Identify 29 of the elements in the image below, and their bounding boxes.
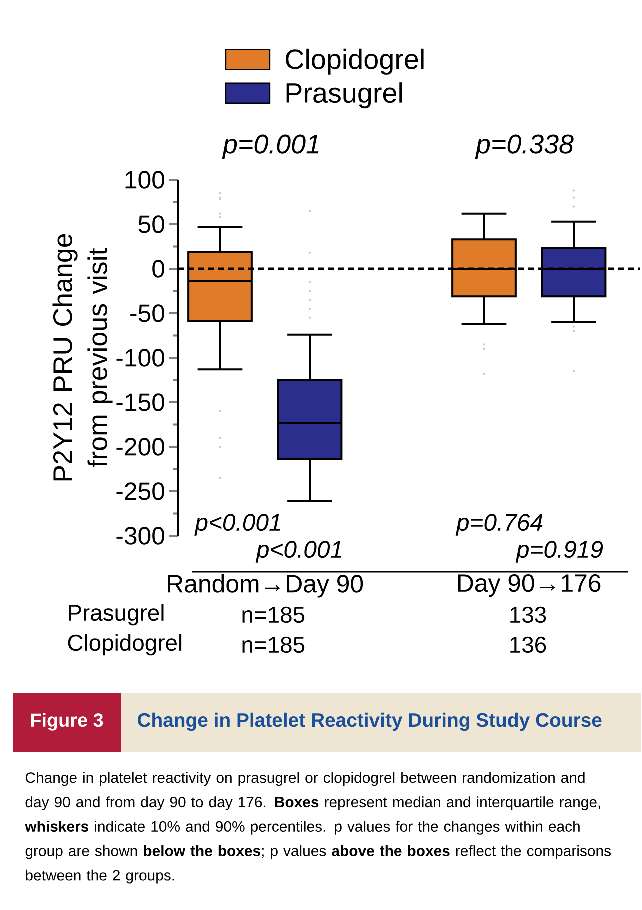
x-tick-label: Random→Day 90 xyxy=(168,574,364,598)
x-tick-label: Day 90→176 xyxy=(458,574,601,598)
text: Change in Platelet Reactivity During Study Course xyxy=(138,712,602,732)
y-tick-label: 0 xyxy=(152,260,165,278)
y-tick-label: -200 xyxy=(116,438,164,456)
y-axis-title: P2Y12 PRU Change from previous visit xyxy=(52,234,113,481)
legend-label: Prasugrel xyxy=(286,82,402,109)
y-tick-label: -100 xyxy=(116,349,164,367)
y-tick-label: 50 xyxy=(138,216,164,234)
text: n=185 xyxy=(242,606,305,624)
text: p=0.338 xyxy=(475,134,574,160)
y-tick-label: -250 xyxy=(116,482,164,500)
annotation: p=0.764 xyxy=(456,514,543,536)
y-tick-label: -50 xyxy=(130,304,164,322)
text: p=0.001 xyxy=(222,134,319,160)
text: Clopidogrel xyxy=(68,634,182,656)
y-tick-label: -300 xyxy=(116,527,164,545)
annotation: p<0.001 xyxy=(194,514,280,536)
text: Change in platelet reactivity on prasugrel or clopidogrel between randomization and day 90 and from day 90 to day 176. Boxes represent median and interquartile range, whiskers indicate 10% and 90% percentiles. p values for the changes within each group are shown below the boxes; p values above the boxes reflect the comparisons between the 2 groups. xyxy=(25,772,611,884)
text: p=0.919 xyxy=(516,541,604,563)
text: Prasugrel xyxy=(69,604,164,626)
legend-label: Clopidogrel xyxy=(286,48,424,75)
y-tick-label: -150 xyxy=(116,394,164,412)
text: n=185 xyxy=(242,636,305,654)
text: 136 xyxy=(510,636,546,654)
text: p<0.001 xyxy=(256,541,342,563)
y-tick-label: 100 xyxy=(126,171,164,189)
text: 133 xyxy=(510,606,546,624)
caption: Figure 3 xyxy=(31,713,104,731)
